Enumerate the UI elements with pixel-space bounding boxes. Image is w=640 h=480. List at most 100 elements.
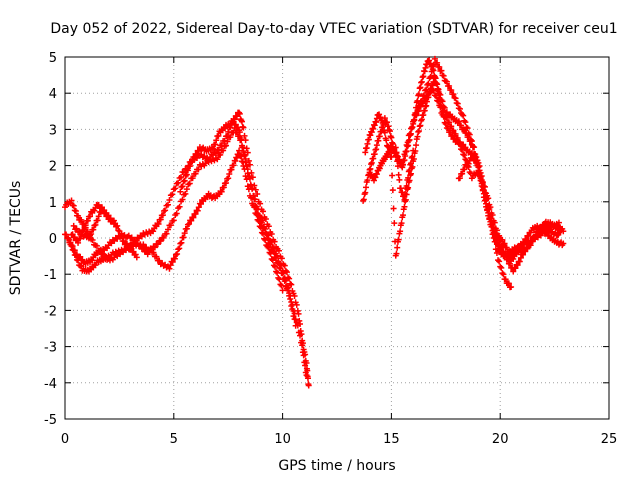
data-point xyxy=(529,237,536,244)
data-point xyxy=(510,256,517,263)
data-point xyxy=(417,103,424,110)
data-point xyxy=(256,213,263,220)
x-tick-label: 20 xyxy=(492,432,509,447)
data-point xyxy=(402,148,409,155)
data-point xyxy=(455,118,462,125)
data-point xyxy=(217,151,224,158)
data-point xyxy=(401,203,408,210)
data-point xyxy=(492,233,499,240)
data-point xyxy=(299,342,306,349)
data-point xyxy=(167,262,174,269)
data-point xyxy=(452,130,459,137)
data-point xyxy=(155,220,162,227)
data-point xyxy=(195,204,202,211)
data-point xyxy=(285,287,292,294)
data-point xyxy=(87,213,94,220)
data-point xyxy=(225,175,232,182)
data-point xyxy=(394,244,401,251)
data-point xyxy=(177,240,184,247)
data-point xyxy=(526,241,533,248)
data-point xyxy=(269,257,276,264)
data-point xyxy=(388,134,395,141)
data-point xyxy=(254,191,261,198)
chart-title: Day 052 of 2022, Sidereal Day-to-day VTE… xyxy=(50,21,617,37)
data-point xyxy=(304,375,311,382)
data-point xyxy=(461,152,468,159)
data-point xyxy=(466,131,473,138)
data-point xyxy=(251,195,258,202)
data-point xyxy=(248,182,255,189)
data-point xyxy=(90,226,97,233)
data-point xyxy=(501,240,508,247)
data-point xyxy=(406,130,413,137)
data-point xyxy=(434,59,441,66)
data-point xyxy=(118,233,125,240)
data-point xyxy=(209,145,216,152)
data-point xyxy=(112,220,119,227)
data-point xyxy=(496,258,503,265)
data-point xyxy=(497,263,504,270)
data-point xyxy=(290,313,297,320)
data-point xyxy=(238,136,245,143)
data-point xyxy=(167,222,174,229)
series-track-6 xyxy=(177,118,299,329)
axis-ticks: 0 5 10 15 20 25 -5 -4 -3 -2 -1 0 1 2 3 4 5 xyxy=(44,51,617,447)
data-point xyxy=(181,230,188,237)
data-point xyxy=(454,100,461,107)
data-point xyxy=(208,144,215,151)
data-point xyxy=(410,147,417,154)
data-point xyxy=(413,142,420,149)
data-point xyxy=(295,329,302,336)
data-point xyxy=(173,210,180,217)
data-point xyxy=(213,137,220,144)
x-tick-label: 0 xyxy=(61,432,69,447)
data-point xyxy=(362,189,369,196)
data-point xyxy=(75,257,82,264)
series-track-12 xyxy=(455,154,567,265)
data-point xyxy=(73,225,80,232)
data-point xyxy=(245,157,252,164)
data-point xyxy=(465,160,472,167)
data-point xyxy=(450,127,457,134)
data-point xyxy=(483,192,490,199)
data-point xyxy=(525,233,532,240)
data-point xyxy=(265,244,272,251)
data-point xyxy=(239,144,246,151)
data-point xyxy=(183,171,190,178)
data-point xyxy=(462,119,469,126)
data-point xyxy=(427,73,434,80)
data-point xyxy=(393,149,400,156)
data-point xyxy=(300,352,307,359)
data-point xyxy=(397,228,404,235)
data-point xyxy=(461,166,468,173)
data-point xyxy=(252,186,259,193)
x-tick-label: 15 xyxy=(383,432,400,447)
data-point xyxy=(194,207,201,214)
data-point xyxy=(192,210,199,217)
data-point xyxy=(236,110,243,117)
data-point xyxy=(110,217,117,224)
data-point xyxy=(476,162,483,169)
x-tick-label: 25 xyxy=(601,432,618,447)
x-tick-label: 5 xyxy=(170,432,178,447)
x-axis-title: GPS time / hours xyxy=(278,458,395,474)
data-point xyxy=(402,190,409,197)
data-point xyxy=(277,281,284,288)
y-tick-label: 5 xyxy=(49,51,57,66)
data-point xyxy=(262,216,269,223)
data-point xyxy=(214,156,221,163)
series-track-10 xyxy=(410,86,567,260)
series-track-3 xyxy=(66,147,286,294)
data-point xyxy=(230,162,237,169)
data-point xyxy=(435,98,442,105)
data-point xyxy=(70,247,77,254)
data-point xyxy=(75,212,82,219)
data-point xyxy=(113,223,120,230)
data-point xyxy=(305,382,312,389)
data-point xyxy=(159,212,166,219)
data-point xyxy=(443,78,450,85)
data-point xyxy=(279,287,286,294)
data-point xyxy=(490,224,497,231)
data-point xyxy=(506,260,513,267)
data-point xyxy=(275,247,282,254)
